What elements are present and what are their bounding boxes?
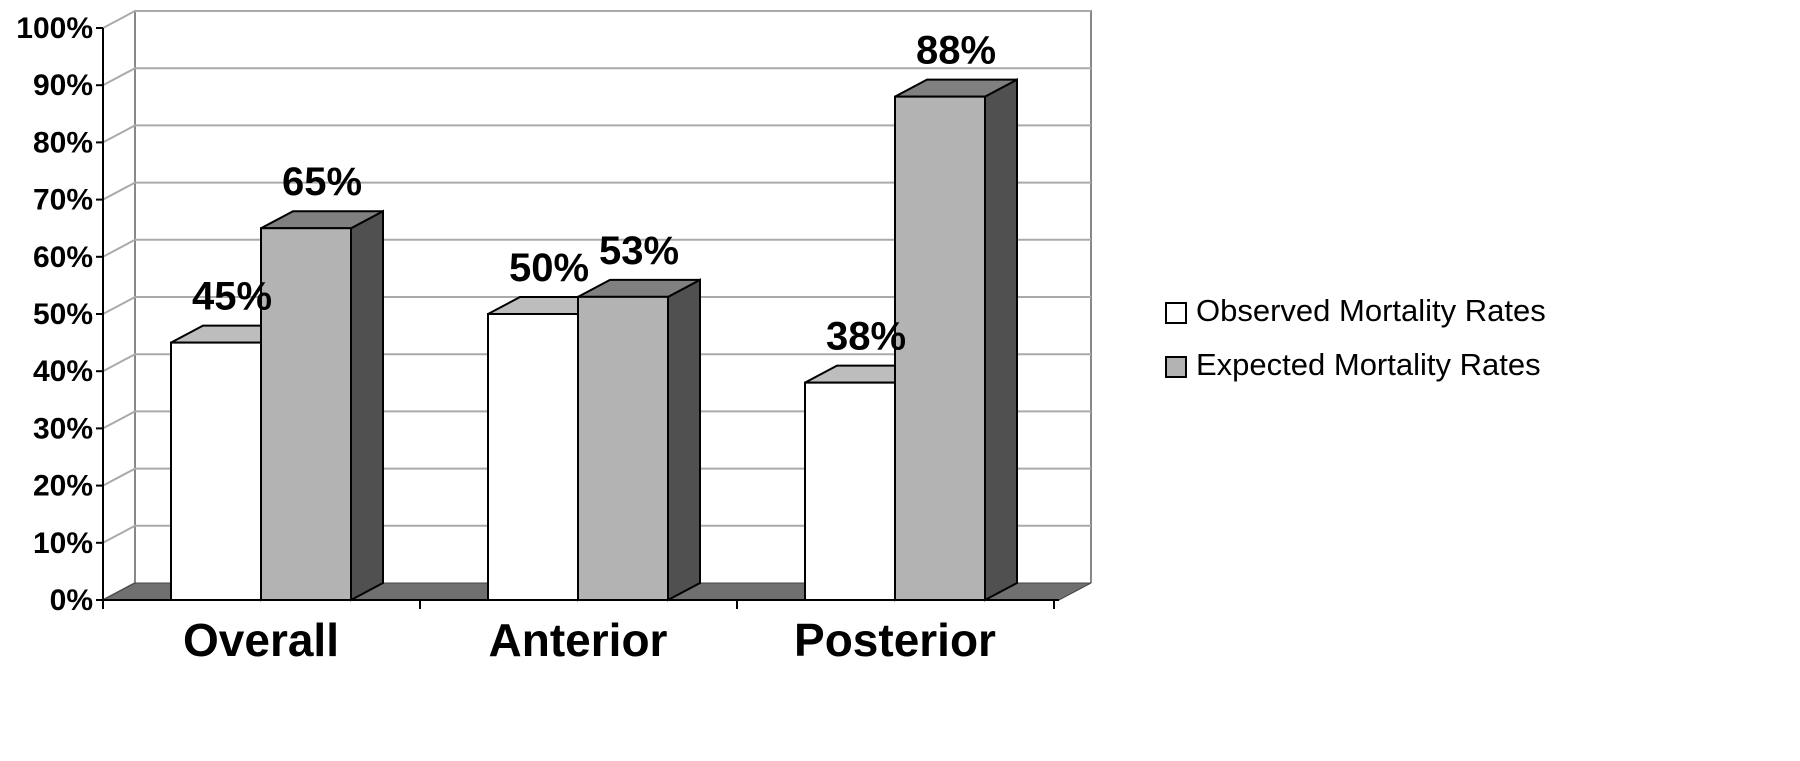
gridline <box>102 124 1091 144</box>
y-tick-label: 90% <box>33 69 93 102</box>
gridline <box>102 467 1091 487</box>
bar-front <box>577 295 669 601</box>
bar-front <box>170 341 262 601</box>
gridline <box>102 67 1091 87</box>
legend-label: Observed Mortality Rates <box>1196 293 1546 328</box>
bar-front <box>487 313 579 601</box>
legend-swatch <box>1165 356 1187 378</box>
y-tick-label: 80% <box>33 126 93 159</box>
y-tick-label: 0% <box>50 584 93 617</box>
y-tick-label: 30% <box>33 412 93 445</box>
x-category-label: Anterior <box>489 614 668 666</box>
gridline <box>102 353 1091 373</box>
y-tick-label: 100% <box>16 12 93 45</box>
legend: Observed Mortality Rates Expected Mortali… <box>1165 293 1546 382</box>
y-tick-label: 50% <box>33 298 93 331</box>
bar <box>260 209 384 602</box>
gridlines <box>102 10 1091 544</box>
bar <box>894 77 1018 602</box>
bars <box>170 77 1018 602</box>
bar-front <box>260 227 352 601</box>
y-tick-label: 10% <box>33 527 93 560</box>
gridline <box>102 10 1091 29</box>
y-axis-ticks: 0% 10% 20% 30% 40% 50% 60% 70% 80% 90% 100% <box>16 12 93 617</box>
gridline <box>102 524 1091 544</box>
legend-label: Expected Mortality Rates <box>1196 347 1541 382</box>
bar-side <box>350 209 384 602</box>
gridline <box>102 181 1091 201</box>
y-tick-label: 20% <box>33 470 93 503</box>
gridline <box>102 296 1091 315</box>
bar-front <box>804 381 896 602</box>
data-label: 38% <box>826 315 906 359</box>
bar-side <box>984 77 1018 602</box>
y-tick-label: 70% <box>33 184 93 217</box>
data-label: 50% <box>509 246 589 290</box>
y-tick-label: 40% <box>33 355 93 388</box>
x-axis-labels: Overall Anterior Posterior <box>183 614 996 666</box>
bar-front <box>894 95 986 601</box>
data-label: 45% <box>192 275 272 319</box>
x-category-label: Overall <box>183 614 339 666</box>
gridline <box>102 410 1091 430</box>
data-label: 53% <box>599 229 679 273</box>
data-label: 88% <box>916 29 996 73</box>
data-labels: 45% 65% 50% 53% 38% 88% <box>192 29 996 359</box>
legend-swatch <box>1165 302 1187 324</box>
legend-item: Expected Mortality Rates <box>1165 347 1541 382</box>
legend-item: Observed Mortality Rates <box>1165 293 1546 328</box>
y-tick-label: 60% <box>33 241 93 274</box>
gridline <box>102 238 1091 258</box>
bar-side <box>667 278 701 602</box>
bar <box>577 278 701 602</box>
data-label: 65% <box>282 160 362 204</box>
x-category-label: Posterior <box>794 614 996 666</box>
